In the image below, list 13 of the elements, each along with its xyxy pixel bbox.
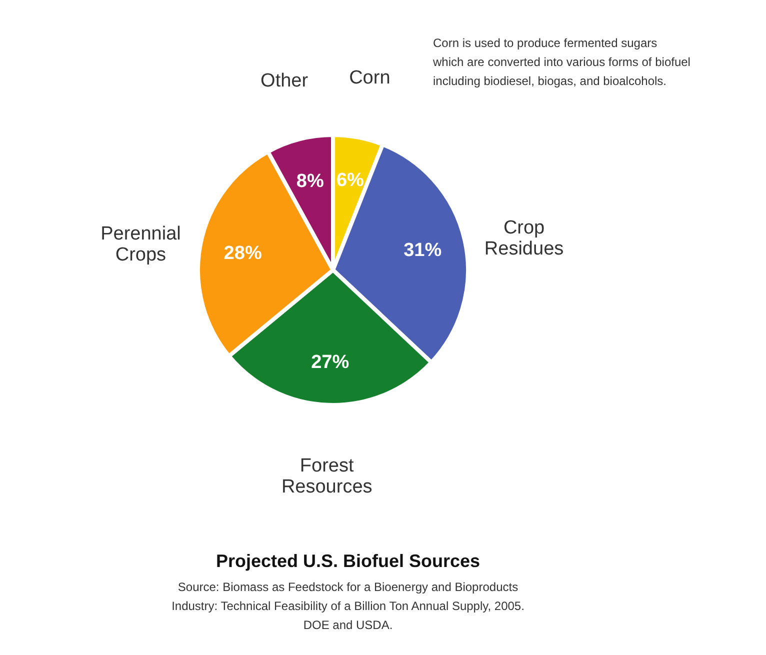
slice-label: Perennial Crops [100, 223, 181, 266]
slice-label: Other [260, 70, 309, 92]
data-label: 31% [404, 240, 442, 261]
text: Corn is used to produce fermented sugars which are converted into various forms of biofuel including biodiesel, biogas, and bioalcohols. [432, 36, 690, 88]
data-label: 6% [336, 170, 364, 191]
slice-label: Corn [349, 68, 390, 89]
text: Projected U.S. Biofuel Sources [216, 551, 480, 571]
slice-label: Forest Resources [281, 456, 372, 498]
source-note: Source: Biomass as Feedstock for a Bioenergy and Bioproducts Industry: Technical Feasibility of a Billion Ton Annual Supply, 2005. DOE and USDA. [172, 580, 524, 632]
slice-label: Crop Residues [484, 217, 564, 260]
data-label: 28% [224, 242, 262, 264]
data-label: 8% [296, 171, 324, 192]
data-label: 27% [311, 352, 350, 373]
